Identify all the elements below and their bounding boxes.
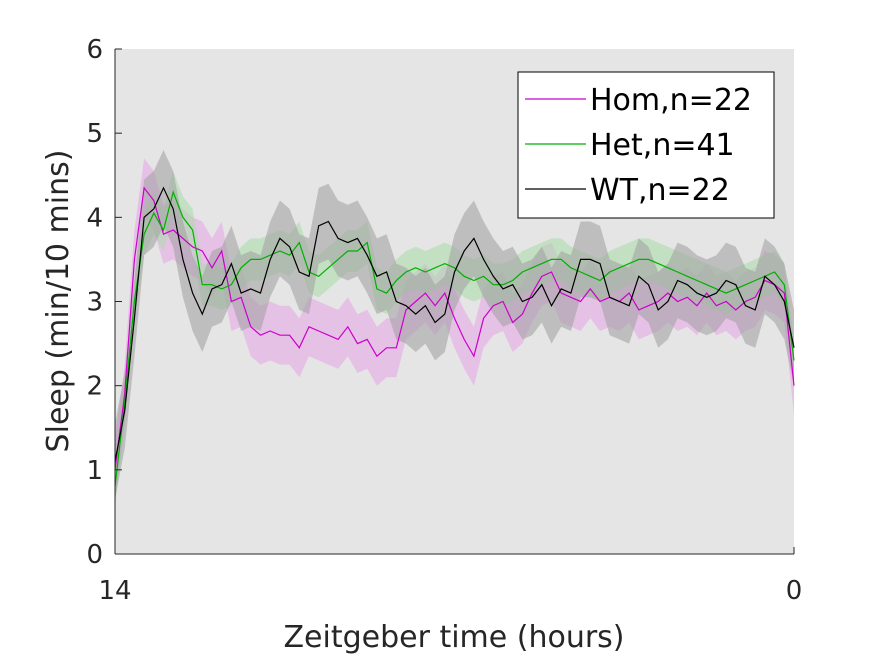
- legend-box: [517, 71, 775, 219]
- y-tick-label: 2: [86, 372, 103, 402]
- series-lines: [114, 186, 795, 487]
- series-line-2: [114, 186, 795, 462]
- series-line-0: [114, 186, 795, 470]
- y-tick-label: 5: [86, 119, 103, 149]
- legend-label-1: Het,n=41: [590, 128, 735, 163]
- y-tick-label: 4: [86, 203, 103, 233]
- tick-labels: 0 1 2 3 4 5 6 14 0: [86, 35, 802, 606]
- legend-label-0: Hom,n=22: [590, 83, 752, 118]
- y-axis-label: Sleep (min/10 mins): [41, 150, 76, 453]
- x-tick-label: 14: [98, 576, 131, 606]
- legend-label-2: WT,n=22: [590, 173, 730, 208]
- error-band-0: [115, 158, 794, 500]
- x-tick-label: 0: [786, 576, 803, 606]
- y-tick-label: 3: [86, 288, 103, 318]
- x-axis-label: Zeitgeber time (hours): [283, 620, 624, 655]
- series-line-1: [114, 190, 795, 487]
- y-tick-label: 6: [86, 35, 103, 65]
- legend: Hom,n=22 Het,n=41 WT,n=22: [517, 71, 775, 219]
- axes: [114, 48, 795, 555]
- y-tick-label: 1: [86, 456, 103, 486]
- y-tick-label: 0: [86, 540, 103, 570]
- error-band-2: [115, 150, 794, 500]
- error-bands: [115, 150, 794, 508]
